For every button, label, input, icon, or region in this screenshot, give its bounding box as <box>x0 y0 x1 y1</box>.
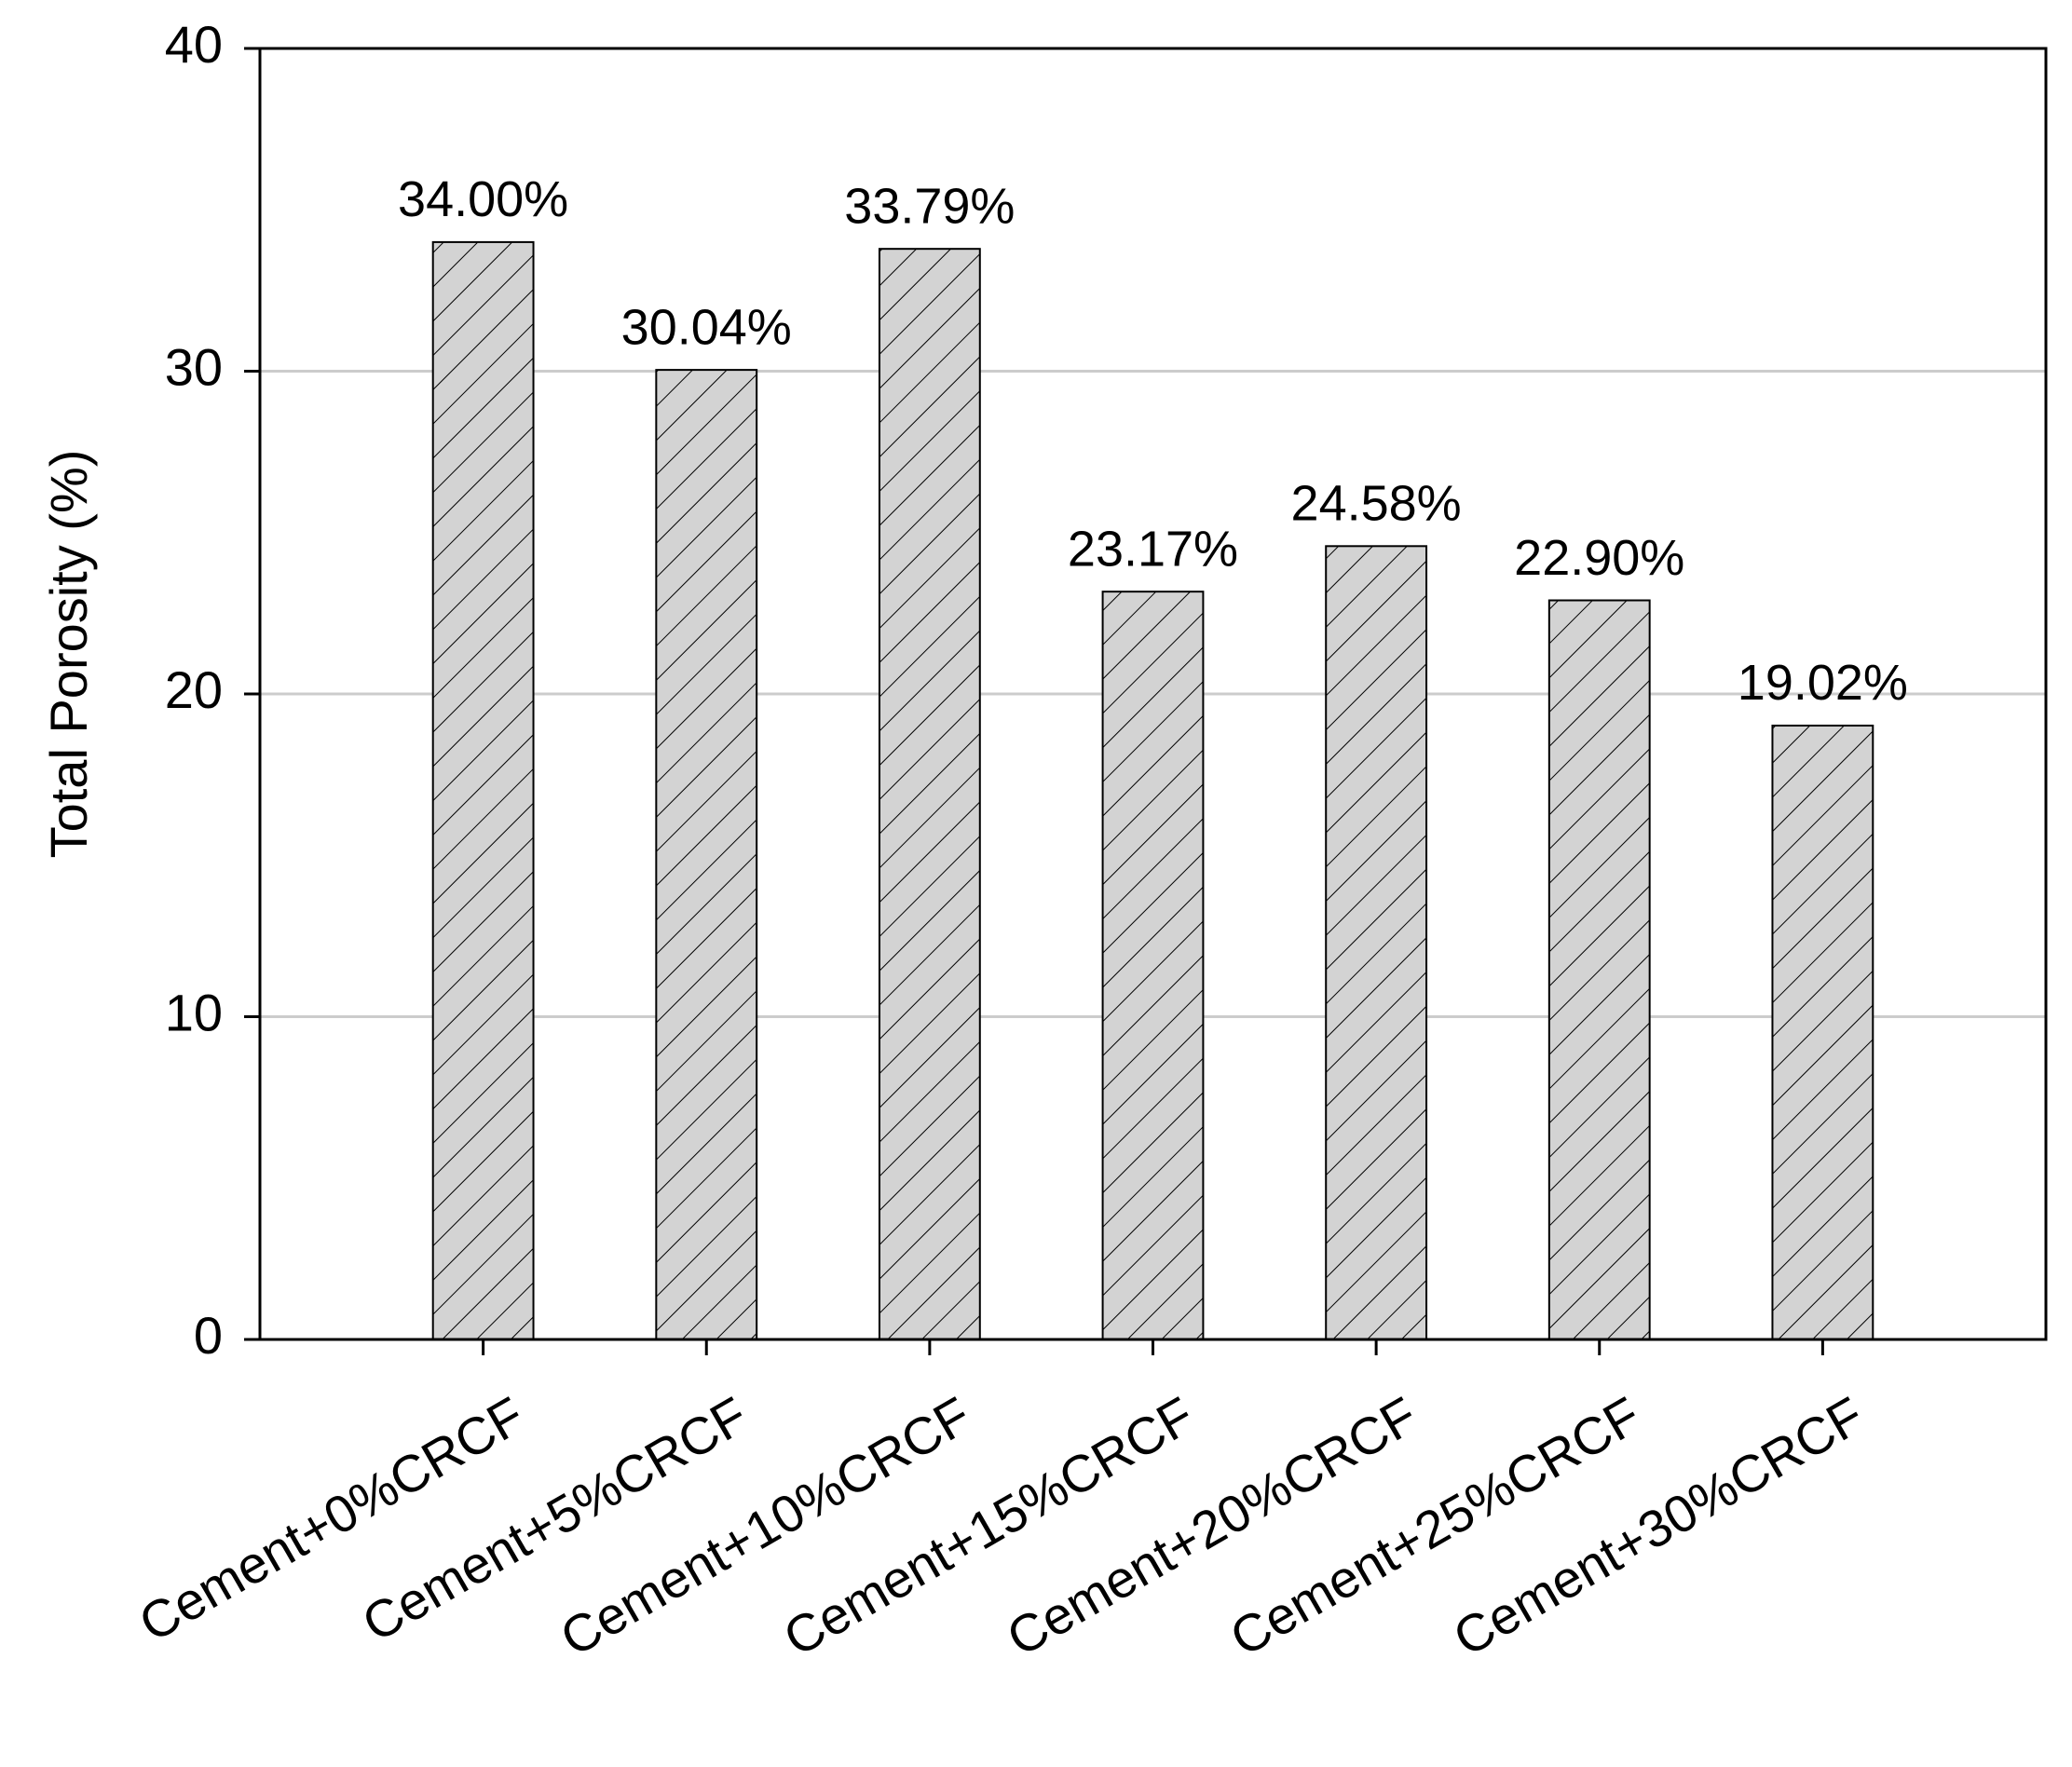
y-tick-label: 20 <box>165 660 223 719</box>
plot-frame <box>258 47 2048 1341</box>
y-tick-label: 0 <box>194 1306 223 1365</box>
x-tick-label: Cement+10%CRCF <box>551 1385 980 1667</box>
value-label: 30.04% <box>621 299 792 355</box>
y-tick-label: 40 <box>165 15 223 74</box>
y-tick-label: 30 <box>165 337 223 396</box>
bar <box>1101 591 1205 1340</box>
bar <box>655 369 758 1340</box>
x-tick-label: Cement+0%CRCF <box>130 1385 534 1652</box>
bar <box>431 240 535 1340</box>
bar <box>878 248 981 1340</box>
value-label: 34.00% <box>398 171 568 227</box>
bar <box>1325 545 1428 1340</box>
x-tick-label: Cement+15%CRCF <box>773 1385 1203 1667</box>
value-label: 23.17% <box>1068 521 1238 577</box>
value-label: 22.90% <box>1514 530 1684 586</box>
y-axis-label: Total Porosity (%) <box>39 450 98 859</box>
value-label: 24.58% <box>1291 476 1462 532</box>
x-tick-label: Cement+20%CRCF <box>997 1385 1426 1667</box>
bar <box>1771 724 1874 1340</box>
x-tick-label: Cement+5%CRCF <box>352 1385 757 1652</box>
x-tick-label: Cement+25%CRCF <box>1220 1385 1650 1667</box>
value-label: 19.02% <box>1738 655 1908 711</box>
x-tick-label: Cement+30%CRCF <box>1443 1385 1873 1667</box>
value-label: 33.79% <box>844 178 1015 234</box>
bar <box>1547 599 1651 1340</box>
y-tick-label: 10 <box>165 983 223 1041</box>
